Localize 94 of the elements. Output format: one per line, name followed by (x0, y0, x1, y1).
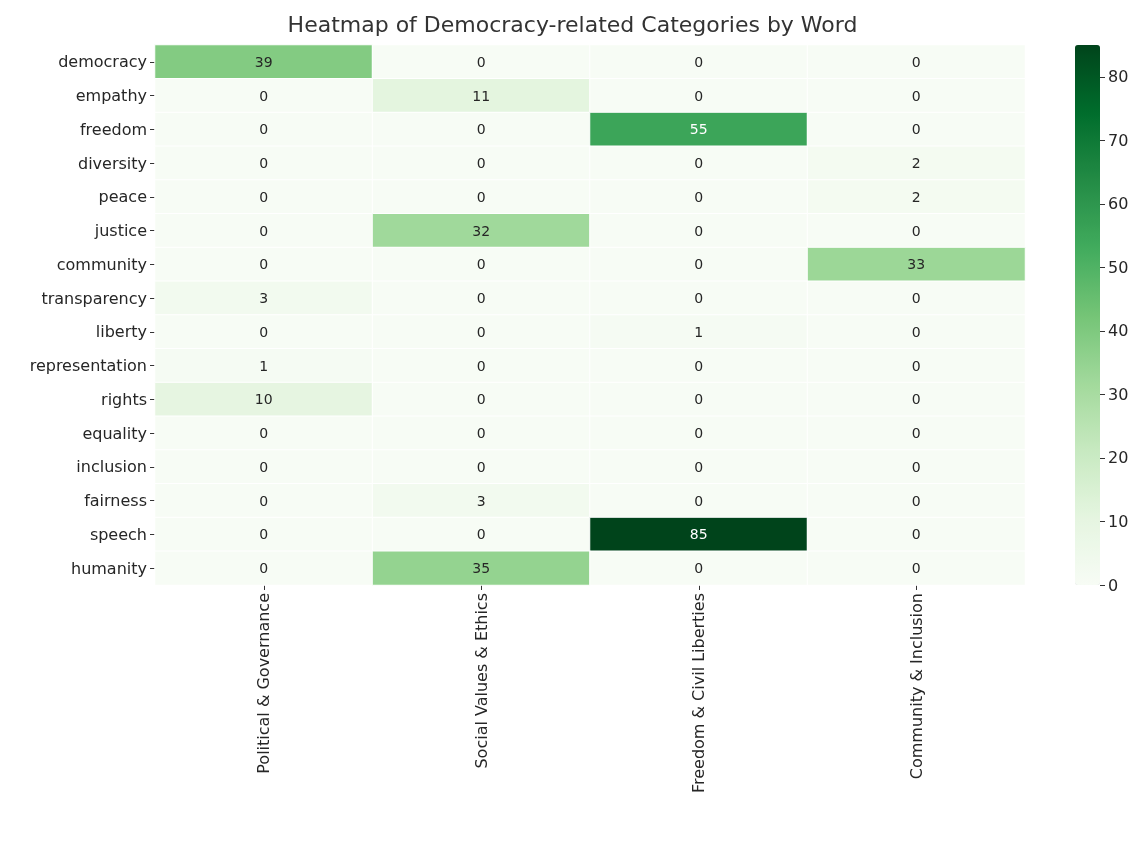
data-label: 0 (694, 53, 704, 70)
y-tick-label: liberty (95, 322, 147, 342)
x-tick-label: Social Values & Ethics (471, 593, 491, 769)
data-label: 0 (476, 526, 486, 543)
color-bar-label: 10 (1108, 511, 1129, 531)
data-label: 0 (476, 391, 486, 408)
data-label: 10 (254, 391, 273, 408)
color-bar-label: 80 (1108, 67, 1129, 87)
data-label: 0 (911, 323, 921, 340)
data-label: 2 (911, 155, 921, 172)
color-bar-label: 40 (1108, 321, 1129, 341)
data-label: 0 (259, 121, 269, 138)
data-label: 0 (259, 155, 269, 172)
data-label: 0 (694, 290, 704, 307)
y-tick-label: empathy (75, 86, 147, 106)
data-label: 0 (476, 121, 486, 138)
data-label: 0 (694, 155, 704, 172)
y-tick-label: equality (82, 423, 147, 443)
data-label: 2 (911, 188, 921, 205)
y-tick-label: community (56, 254, 147, 274)
data-label: 0 (911, 560, 921, 577)
data-label: 0 (259, 560, 269, 577)
data-label: 0 (911, 87, 921, 104)
y-tick-label: rights (101, 389, 147, 409)
color-bar-label: 60 (1108, 194, 1129, 214)
y-tick-label: inclusion (76, 457, 147, 477)
color-bar-label: 20 (1108, 448, 1129, 468)
data-label: 0 (476, 458, 486, 475)
data-label: 0 (694, 357, 704, 374)
y-tick-label: peace (98, 187, 147, 207)
data-label: 0 (259, 222, 269, 239)
y-tick-label: representation (29, 356, 147, 376)
data-label: 0 (259, 458, 269, 475)
data-label: 85 (689, 526, 708, 543)
data-label: 0 (476, 53, 486, 70)
x-tick-label: Political & Governance (254, 593, 274, 774)
y-tick-label: speech (89, 524, 147, 544)
data-label: 0 (259, 256, 269, 273)
data-label: 0 (259, 425, 269, 442)
data-label: 55 (689, 121, 708, 138)
data-label: 0 (476, 188, 486, 205)
data-label: 0 (911, 492, 921, 509)
data-label: 1 (259, 357, 269, 374)
data-label: 0 (694, 560, 704, 577)
data-label: 0 (476, 155, 486, 172)
data-label: 32 (472, 222, 491, 239)
data-label: 0 (911, 121, 921, 138)
data-label: 0 (259, 492, 269, 509)
data-label: 0 (694, 425, 704, 442)
color-bar-label: 30 (1108, 384, 1129, 404)
data-label: 0 (694, 492, 704, 509)
data-label: 0 (911, 357, 921, 374)
data-label: 0 (476, 357, 486, 374)
data-label: 0 (259, 188, 269, 205)
data-label: 1 (694, 323, 704, 340)
data-label: 0 (911, 290, 921, 307)
data-label: 0 (911, 458, 921, 475)
color-bar-label: 50 (1108, 257, 1129, 277)
data-label: 39 (254, 53, 273, 70)
data-label: 0 (911, 526, 921, 543)
data-label: 0 (259, 87, 269, 104)
y-tick-label: transparency (41, 288, 147, 308)
y-tick-label: fairness (84, 491, 147, 511)
data-label: 11 (472, 87, 491, 104)
data-label: 0 (911, 222, 921, 239)
data-label: 0 (259, 323, 269, 340)
data-label: 33 (907, 256, 926, 273)
data-label: 0 (911, 425, 921, 442)
data-label: 0 (476, 425, 486, 442)
y-tick-label: diversity (77, 153, 147, 173)
data-label: 35 (472, 560, 491, 577)
data-label: 0 (911, 53, 921, 70)
y-tick-label: humanity (71, 558, 147, 578)
y-tick-label: democracy (58, 52, 147, 72)
color-bar-label: 0 (1108, 575, 1119, 595)
data-label: 0 (476, 323, 486, 340)
data-label: 0 (694, 87, 704, 104)
data-label: 0 (694, 188, 704, 205)
data-label: 0 (694, 458, 704, 475)
data-label: 0 (259, 526, 269, 543)
x-tick-label: Community & Inclusion (906, 593, 926, 780)
data-label: 0 (694, 256, 704, 273)
chart-title: Heatmap of Democracy-related Categories by Word (287, 11, 858, 37)
data-label: 0 (911, 391, 921, 408)
data-label: 0 (694, 391, 704, 408)
data-label: 0 (476, 256, 486, 273)
data-label: 0 (694, 222, 704, 239)
data-label: 0 (476, 290, 486, 307)
color-bar-label: 70 (1108, 130, 1129, 150)
data-label: 3 (259, 290, 269, 307)
data-label: 3 (476, 492, 486, 509)
y-tick-label: justice (93, 221, 147, 241)
x-tick-label: Freedom & Civil Liberties (689, 593, 709, 794)
y-tick-label: freedom (79, 119, 147, 139)
